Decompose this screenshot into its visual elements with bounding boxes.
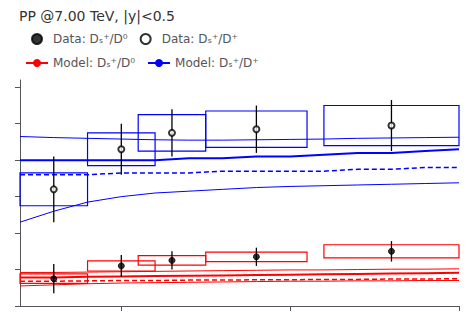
svg-text:Data: Dₛ⁺/D⁺: Data: Dₛ⁺/D⁺	[162, 32, 238, 46]
svg-text:Model: Dₛ⁺/D⁺: Model: Dₛ⁺/D⁺	[175, 56, 259, 70]
svg-text:PP @7.00 TeV, |y|<0.5: PP @7.00 TeV, |y|<0.5	[19, 8, 175, 25]
svg-text:Model: Dₛ⁺/D⁰: Model: Dₛ⁺/D⁰	[53, 56, 135, 70]
svg-text:Data: Dₛ⁺/D⁰: Data: Dₛ⁺/D⁰	[53, 32, 128, 46]
